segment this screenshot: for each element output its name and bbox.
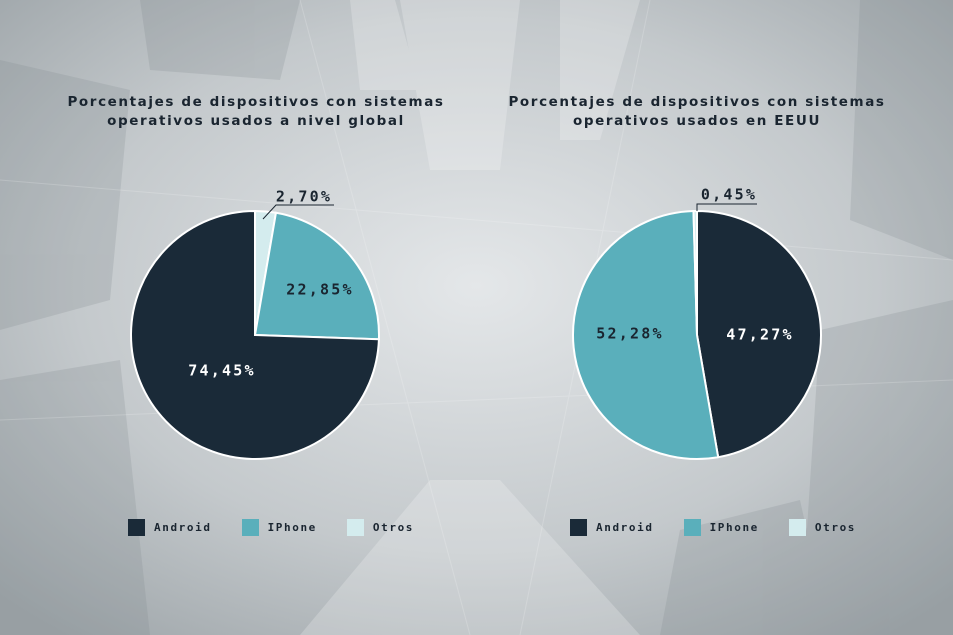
legend-swatch (128, 519, 145, 536)
data-label-iphone: 22,85% (286, 281, 353, 299)
chart-title-line: Porcentajes de dispositivos con sistemas (67, 94, 445, 110)
legend-item-android: Android (128, 519, 212, 536)
legend-global: Android IPhone Otros (128, 519, 444, 536)
legend-item-iphone: IPhone (241, 519, 317, 536)
slice-android (130, 209, 380, 460)
chart-title-line: operativos usados a nivel global (107, 113, 405, 129)
legend-label: Otros (814, 521, 857, 534)
data-label-otros: 2,70% (276, 188, 332, 206)
callout-line (262, 204, 334, 220)
legend-label: IPhone (267, 521, 317, 534)
legend-eeuu: Android IPhone Otros (570, 519, 886, 536)
legend-swatch (346, 519, 364, 536)
legend-label: Android (596, 521, 654, 534)
chart-title-line: operativos usados en EEUU (572, 113, 822, 129)
callout-line (696, 203, 757, 211)
legend-swatch (241, 519, 259, 536)
slice-iphone (572, 210, 720, 460)
data-label-iphone: 52,28% (596, 325, 663, 343)
legend-swatch (570, 519, 587, 536)
chart-title-global: Porcentajes de dispositivos con sistemas… (46, 93, 466, 131)
data-label-android: 47,27% (726, 326, 793, 344)
legend-item-otros: Otros (346, 519, 415, 536)
legend-label: Otros (372, 521, 415, 534)
legend-item-iphone: IPhone (683, 519, 759, 536)
data-label-otros: 0,45% (701, 186, 757, 204)
chart-title-line: Porcentajes de dispositivos con sistemas (508, 94, 886, 110)
legend-swatch (683, 519, 701, 536)
chart-title-eeuu: Porcentajes de dispositivos con sistemas… (487, 93, 907, 131)
legend-item-android: Android (570, 519, 654, 536)
slice-android (696, 209, 822, 459)
slice-iphone (253, 211, 380, 341)
legend-label: IPhone (709, 521, 759, 534)
legend-label: Android (154, 521, 212, 534)
legend-item-otros: Otros (788, 519, 857, 536)
legend-swatch (788, 519, 806, 536)
data-label-android: 74,45% (188, 362, 255, 380)
